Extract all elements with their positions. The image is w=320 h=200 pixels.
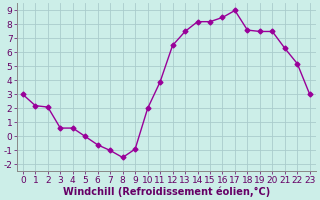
X-axis label: Windchill (Refroidissement éolien,°C): Windchill (Refroidissement éolien,°C) (63, 186, 270, 197)
